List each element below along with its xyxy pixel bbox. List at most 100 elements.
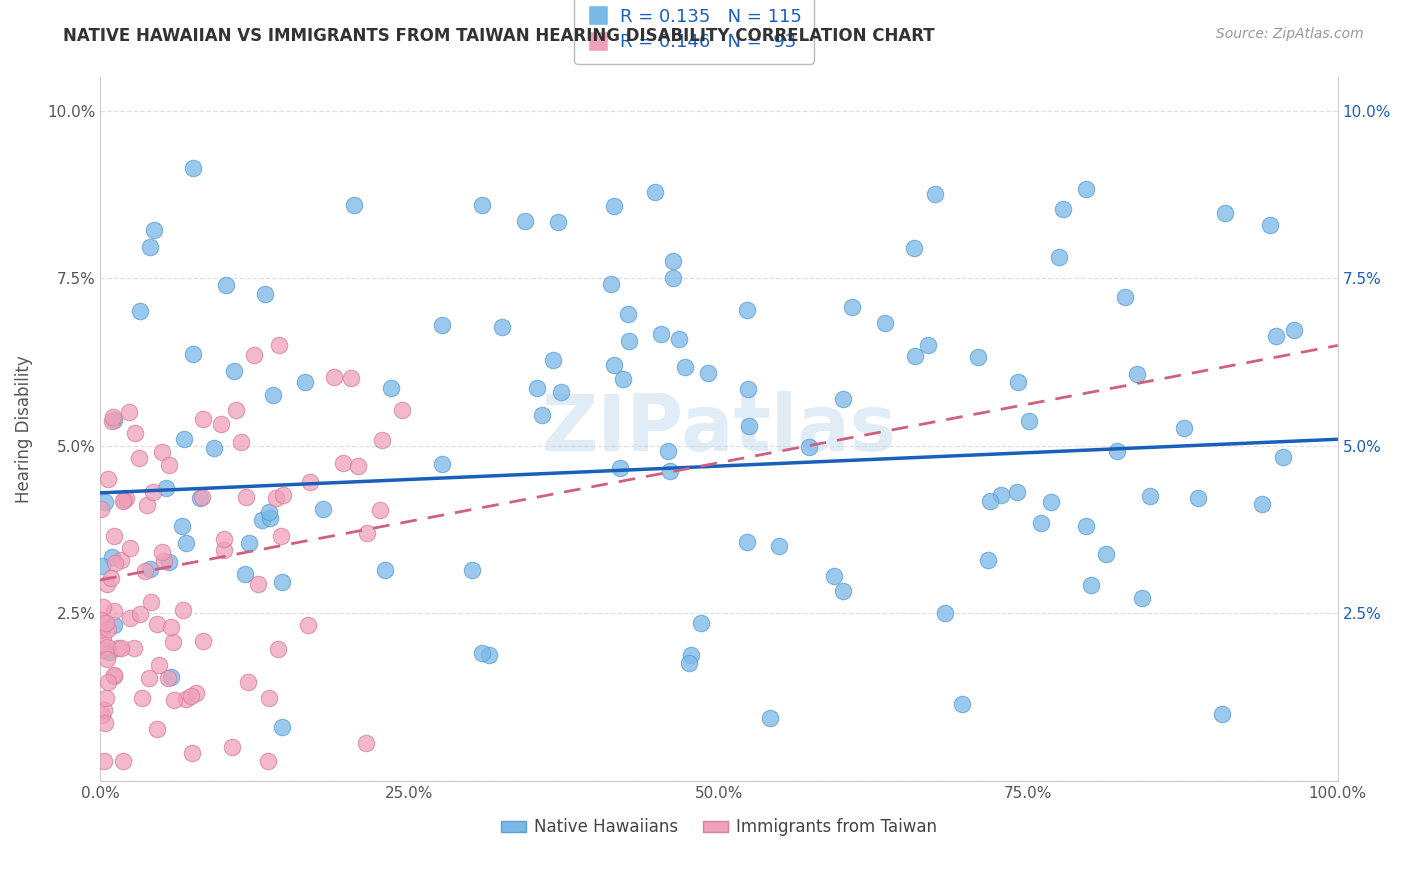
Point	[368, 503, 391, 517]
Point	[101, 414, 124, 428]
Point	[150, 544, 173, 558]
Point	[253, 286, 276, 301]
Point	[340, 371, 363, 385]
Point	[173, 432, 195, 446]
Point	[1047, 250, 1070, 264]
Point	[115, 491, 138, 505]
Point	[90, 613, 112, 627]
Point	[117, 405, 139, 419]
Point	[659, 464, 682, 478]
Point	[111, 494, 134, 508]
Point	[90, 558, 112, 573]
Point	[160, 619, 183, 633]
Point	[139, 240, 162, 254]
Point	[1126, 367, 1149, 381]
Point	[541, 353, 564, 368]
Point	[238, 536, 260, 550]
Point	[1258, 219, 1281, 233]
Point	[120, 541, 142, 556]
Point	[609, 461, 631, 475]
Point	[1007, 376, 1029, 390]
Point	[94, 494, 117, 508]
Point	[1265, 328, 1288, 343]
Point	[103, 604, 125, 618]
Point	[110, 640, 132, 655]
Y-axis label: Hearing Disability: Hearing Disability	[15, 355, 32, 503]
Point	[990, 488, 1012, 502]
Point	[90, 502, 112, 516]
Point	[823, 569, 845, 583]
Point	[478, 648, 501, 662]
Point	[101, 550, 124, 565]
Point	[1018, 414, 1040, 428]
Point	[491, 320, 513, 334]
Point	[1074, 519, 1097, 533]
Point	[690, 615, 713, 630]
Point	[271, 487, 294, 501]
Point	[98, 645, 121, 659]
Point	[270, 720, 292, 734]
Point	[1211, 706, 1233, 721]
Point	[832, 392, 855, 406]
Point	[356, 526, 378, 541]
Point	[735, 534, 758, 549]
Point	[696, 366, 718, 380]
Point	[233, 567, 256, 582]
Point	[1213, 205, 1236, 219]
Point	[152, 554, 174, 568]
Point	[737, 302, 759, 317]
Point	[174, 536, 197, 550]
Point	[160, 670, 183, 684]
Point	[1007, 485, 1029, 500]
Point	[644, 185, 666, 199]
Text: NATIVE HAWAIIAN VS IMMIGRANTS FROM TAIWAN HEARING DISABILITY CORRELATION CHART: NATIVE HAWAIIAN VS IMMIGRANTS FROM TAIWA…	[63, 27, 935, 45]
Point	[347, 458, 370, 473]
Point	[1130, 591, 1153, 605]
Point	[188, 491, 211, 505]
Point	[737, 382, 759, 396]
Point	[550, 385, 572, 400]
Point	[181, 347, 204, 361]
Point	[831, 584, 853, 599]
Point	[619, 334, 641, 348]
Point	[374, 563, 396, 577]
Point	[247, 577, 270, 591]
Point	[602, 199, 624, 213]
Point	[236, 674, 259, 689]
Point	[221, 740, 243, 755]
Point	[531, 408, 554, 422]
Text: ZIPatlas: ZIPatlas	[541, 392, 897, 467]
Point	[1040, 494, 1063, 508]
Point	[157, 555, 180, 569]
Point	[97, 674, 120, 689]
Point	[128, 450, 150, 465]
Point	[612, 371, 634, 385]
Point	[128, 303, 150, 318]
Point	[112, 754, 135, 768]
Point	[298, 475, 321, 489]
Point	[142, 223, 165, 237]
Point	[391, 402, 413, 417]
Point	[264, 491, 287, 505]
Point	[1031, 516, 1053, 530]
Point	[139, 595, 162, 609]
Point	[145, 722, 167, 736]
Point	[979, 494, 1001, 508]
Point	[131, 691, 153, 706]
Point	[1271, 450, 1294, 465]
Point	[668, 332, 690, 346]
Point	[97, 622, 120, 636]
Point	[225, 403, 247, 417]
Point	[1251, 497, 1274, 511]
Point	[1139, 490, 1161, 504]
Point	[270, 529, 292, 543]
Point	[103, 413, 125, 427]
Point	[112, 492, 135, 507]
Point	[662, 271, 685, 285]
Text: Source: ZipAtlas.com: Source: ZipAtlas.com	[1216, 27, 1364, 41]
Point	[430, 457, 453, 471]
Point	[257, 754, 280, 768]
Point	[243, 348, 266, 362]
Point	[139, 562, 162, 576]
Point	[950, 697, 973, 711]
